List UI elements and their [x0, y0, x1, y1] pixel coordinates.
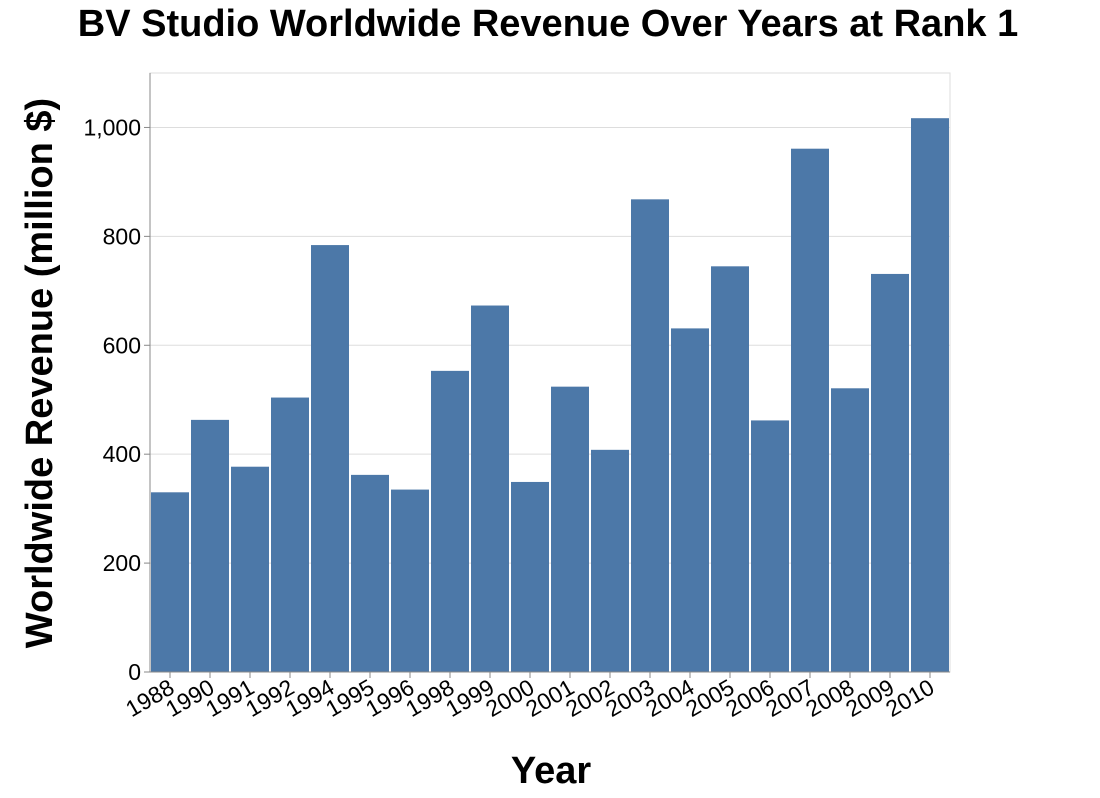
bar-2010 — [911, 118, 949, 673]
bar-2004 — [671, 328, 709, 672]
bar-2003 — [631, 199, 669, 673]
chart-title: BV Studio Worldwide Revenue Over Years a… — [78, 3, 1018, 45]
bar-1996 — [391, 489, 429, 672]
y-axis-title: Worldwide Revenue (million $) — [19, 98, 61, 648]
plot-frame — [149, 72, 951, 673]
bar-2009 — [871, 273, 909, 672]
y-tick-label: 800 — [103, 223, 141, 249]
bar-2000 — [511, 481, 549, 672]
bar-1994 — [311, 245, 349, 673]
bar-1991 — [231, 466, 269, 672]
bar-1995 — [351, 474, 389, 672]
y-tick-label: 400 — [103, 441, 141, 467]
bar-1999 — [471, 305, 509, 672]
bar-2002 — [591, 449, 629, 672]
x-tick-label: 2010 — [881, 674, 938, 722]
bar-1998 — [431, 370, 469, 672]
grid-lines — [149, 72, 951, 673]
bar-1990 — [191, 419, 229, 672]
bar-2001 — [551, 386, 589, 672]
x-axis-title: Year — [511, 750, 592, 792]
bar-2005 — [711, 266, 749, 672]
y-tick-label: 600 — [103, 332, 141, 358]
y-tick-label: 1,000 — [83, 114, 141, 140]
bars — [151, 118, 949, 673]
x-axis: 1988199019911992199419951996199819992000… — [121, 671, 950, 722]
bar-1992 — [271, 397, 309, 672]
y-tick-label: 0 — [128, 659, 141, 685]
bar-2007 — [791, 148, 829, 672]
bar-2006 — [751, 420, 789, 672]
bar-2008 — [831, 388, 869, 672]
y-axis: 0 200 400 600 800 1,000 — [83, 73, 151, 685]
y-tick-label: 200 — [103, 550, 141, 576]
bar-1988 — [151, 492, 189, 672]
